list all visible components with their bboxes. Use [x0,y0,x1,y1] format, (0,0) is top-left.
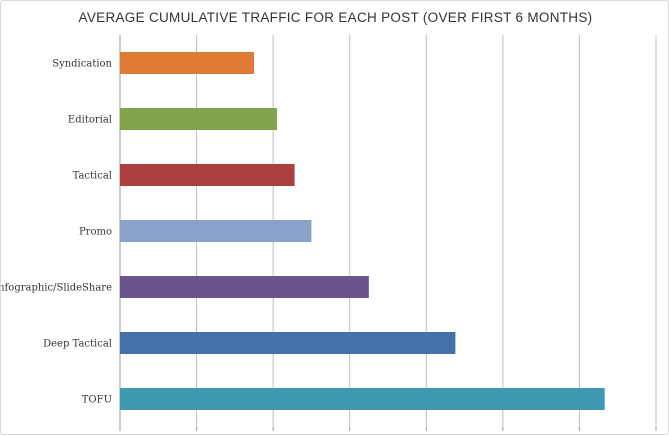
chart-title: AVERAGE CUMULATIVE TRAFFIC FOR EACH POST… [78,10,593,25]
category-labels: Syndication Editorial Tactical Promo Infogra… [1,59,113,406]
bar-tofu [120,388,605,410]
bar-promo [120,220,312,242]
category-label: Editorial [68,115,112,126]
bar-syndication [120,52,254,74]
category-label: TOFU [82,395,112,406]
category-label: Syndication [52,59,112,70]
category-label: Deep Tactical [43,339,112,350]
bar-deep-tactical [120,332,456,354]
bar-editorial [120,108,277,130]
category-label: Infographic/SlideShare [1,283,112,294]
category-label: Promo [79,227,112,238]
bar-infographic-slideshare [120,276,369,298]
bars [120,52,605,410]
category-label: Tactical [73,171,112,182]
bar-tactical [120,164,295,186]
